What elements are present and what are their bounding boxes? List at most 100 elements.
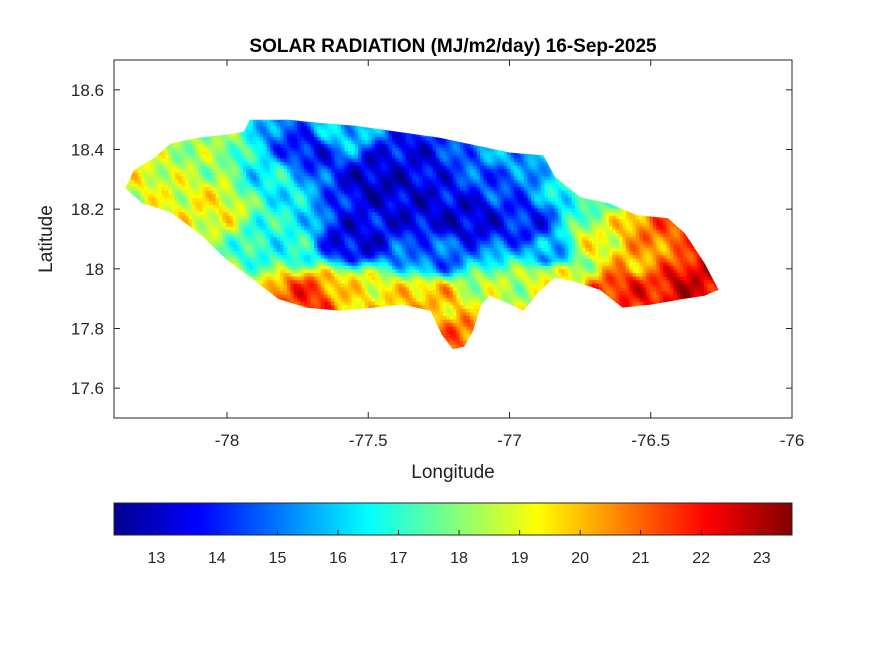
heatmap-cell — [297, 236, 302, 241]
heatmap-cell — [354, 182, 359, 188]
heatmap-cell — [263, 154, 268, 159]
heatmap-cell — [266, 182, 271, 188]
heatmap-cell — [354, 154, 359, 159]
heatmap-cell — [334, 193, 339, 198]
heatmap-cell — [249, 197, 254, 202]
heatmap-cell — [198, 190, 203, 195]
heatmap-cell — [293, 286, 298, 291]
heatmap-cell — [178, 168, 183, 173]
heatmap-cell — [337, 218, 342, 223]
heatmap-cell — [252, 129, 257, 134]
heatmap-cell — [242, 215, 247, 220]
heatmap-cell — [269, 233, 274, 238]
heatmap-cell — [273, 129, 278, 134]
heatmap-cell — [205, 200, 210, 205]
heatmap-cell — [341, 175, 346, 180]
heatmap-cell — [327, 143, 332, 148]
heatmap-cell — [256, 207, 261, 213]
heatmap-cell — [327, 225, 332, 231]
heatmap-cell — [236, 236, 241, 241]
heatmap-cell — [341, 139, 346, 145]
heatmap-cell — [198, 204, 203, 209]
heatmap-cell — [266, 204, 271, 209]
heatmap-cell — [330, 236, 335, 241]
heatmap-cell — [303, 211, 308, 216]
heatmap-cell — [303, 279, 308, 284]
heatmap-cell — [303, 193, 308, 198]
heatmap-cell — [310, 168, 315, 173]
heatmap-cell — [225, 258, 230, 263]
heatmap-cell — [314, 172, 318, 177]
heatmap-cell — [219, 204, 224, 209]
heatmap-cell — [232, 222, 237, 227]
heatmap-cell — [347, 147, 352, 152]
heatmap-cell — [330, 125, 335, 130]
heatmap-cell — [246, 122, 251, 127]
heatmap-cell — [341, 272, 346, 277]
heatmap-cell — [256, 165, 261, 170]
heatmap-cell — [290, 265, 295, 270]
heatmap-cell — [314, 129, 318, 134]
heatmap-cell — [293, 119, 298, 123]
heatmap-cell — [341, 147, 346, 152]
heatmap-cell — [246, 168, 251, 173]
heatmap-cell — [259, 172, 264, 177]
heatmap-cell — [310, 136, 315, 141]
heatmap-cell — [229, 200, 234, 205]
heatmap-cell — [249, 122, 254, 127]
heatmap-cell — [276, 182, 281, 188]
heatmap-cell — [263, 254, 268, 259]
heatmap-cell — [198, 207, 203, 213]
heatmap-cell — [303, 207, 308, 213]
heatmap-cell — [205, 204, 210, 209]
heatmap-cell — [141, 168, 146, 173]
heatmap-cell — [191, 186, 196, 191]
heatmap-cell — [219, 243, 224, 248]
heatmap-cell — [222, 204, 227, 209]
heatmap-cell — [286, 293, 291, 299]
heatmap-cell — [317, 197, 322, 202]
heatmap-cell — [358, 290, 363, 295]
heatmap-cell — [330, 233, 335, 238]
heatmap-cell — [185, 193, 190, 198]
heatmap-cell — [191, 193, 196, 198]
heatmap-cell — [154, 186, 159, 191]
heatmap-cell — [168, 186, 173, 191]
heatmap-cell — [327, 247, 332, 252]
heatmap-cell — [266, 168, 271, 173]
heatmap-cell — [246, 147, 251, 152]
heatmap-cell — [252, 139, 257, 145]
heatmap-cell — [236, 254, 241, 259]
heatmap-cell — [151, 182, 156, 188]
heatmap-cell — [232, 179, 237, 184]
heatmap-cell — [185, 197, 190, 202]
heatmap-cell — [147, 175, 152, 180]
heatmap-cell — [344, 297, 349, 302]
heatmap-cell — [266, 229, 271, 234]
heatmap-cell — [249, 265, 254, 270]
heatmap-cell — [263, 129, 268, 134]
heatmap-cell — [317, 261, 322, 266]
heatmap-cell — [222, 254, 227, 259]
heatmap-cell — [317, 175, 322, 180]
heatmap-cell — [202, 165, 207, 170]
heatmap-cell — [293, 147, 298, 152]
heatmap-cell — [330, 200, 335, 205]
heatmap-cell — [154, 200, 159, 205]
heatmap-cell — [259, 197, 264, 202]
heatmap-cell — [286, 215, 291, 220]
heatmap-cell — [229, 243, 234, 248]
heatmap-cell — [208, 161, 213, 166]
heatmap-cell — [354, 233, 359, 238]
heatmap-cell — [195, 150, 200, 155]
heatmap-cell — [249, 143, 254, 148]
heatmap-cell — [297, 286, 302, 291]
heatmap-cell — [232, 250, 237, 256]
heatmap-cell — [147, 197, 152, 202]
heatmap-cell — [249, 236, 254, 241]
heatmap-cell — [181, 143, 186, 148]
heatmap-cell — [195, 161, 200, 166]
heatmap-cell — [307, 182, 312, 188]
heatmap-cell — [219, 200, 224, 205]
heatmap-cell — [307, 225, 312, 231]
